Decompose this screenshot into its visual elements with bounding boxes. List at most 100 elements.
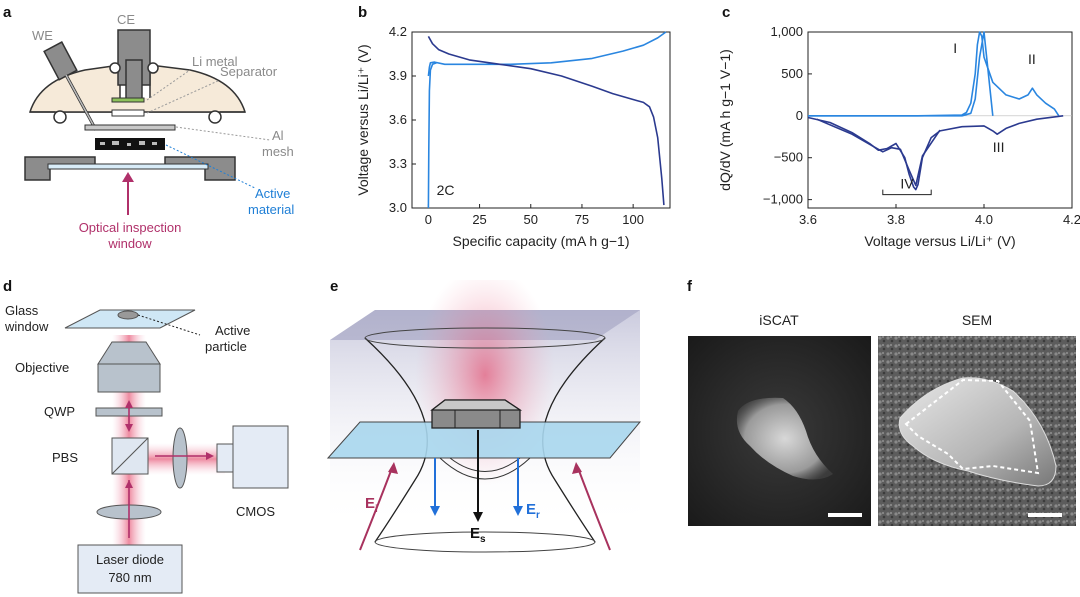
li-metal-label: Li metal [192,54,238,69]
y-tick-label: 4.2 [389,24,407,39]
scattering-diagram: Ei Es Er [326,280,642,553]
peak-label: III [993,139,1005,155]
peak-label: I [953,40,957,56]
panel-label-b: b [358,4,368,21]
peak-label: II [1028,51,1036,67]
y-tick-label: −500 [774,150,803,165]
plot-frame [807,31,1073,209]
cmos-camera [232,425,289,489]
iscat-image [688,336,871,526]
series-line-0 [808,31,1060,117]
objective-lens [97,341,161,365]
cell-base [55,98,220,112]
active-label: Active [255,186,290,201]
wavelength-label: 780 nm [108,570,151,585]
qwp-label: QWP [44,404,75,419]
focused-beam-outline [364,337,428,543]
x-axis-label: Voltage versus Li/Li⁺ (V) [864,233,1015,249]
incident-field-path [359,467,393,551]
sem-title: SEM [961,312,993,328]
y-tick-label: 3.3 [389,156,407,171]
panel-label-e: e [330,278,339,295]
peak-label: IV [900,176,914,192]
wheel-right [208,110,222,124]
li-metal-layer [111,97,145,103]
series-line-0 [427,31,667,77]
panel-label-c: c [722,4,731,21]
er-label: Er [526,501,540,521]
sem-particle [898,377,1057,487]
x-tick-label: 3.8 [887,212,905,227]
series-line-2 [807,115,1064,191]
cell-schematic: WE CE Li metal Separator Al mesh Active … [24,12,294,251]
x-axis-label: Specific capacity (mA h g−1) [452,233,629,249]
panel-label-d: d [3,278,13,295]
sem-image [878,336,1076,526]
rate-annotation: 2C [437,182,455,198]
series-line-1 [808,31,994,117]
reflected-arrow-left-icon [430,506,440,516]
optical-setup: Glass window Active particle Objective Q… [4,303,289,594]
active-particle-label: Active [215,323,250,338]
x-tick-label: 50 [524,212,538,227]
es-label: Es [470,525,486,545]
scale-bar [828,513,862,517]
panel-label-a: a [3,4,12,21]
laser-label: Laser diode [96,552,164,567]
window-label: window [107,236,152,251]
panel-label-f: f [687,278,692,295]
mesh-label: mesh [262,144,294,159]
ce-label: CE [117,12,135,27]
ei-label: Ei [365,495,378,515]
al-label: Al [272,128,284,143]
peak-bracket [882,189,932,196]
reflected-arrow-right-icon [513,506,523,516]
separator-label: Separator [220,64,278,79]
optical-glass [47,163,209,170]
cmos-label: CMOS [236,504,275,519]
optical-label: Optical inspection [79,220,182,235]
y-tick-label: 0 [796,108,803,123]
particle-outline [904,378,1040,475]
y-tick-label: −1,000 [763,192,803,207]
right-arrow-icon [206,452,214,460]
series-line-3 [816,118,941,187]
x-tick-label: 4.0 [975,212,993,227]
up-arrow-icon [125,480,133,488]
dqdv-chart: 3.6 3.8 4.0 4.2 −1,000 −500 0 500 1,000 Voltage v… [717,24,1080,249]
objective-label: Objective [15,360,69,375]
series-line-1 [427,36,665,206]
y-axis-label: dQ/dV (mA h g−1 V−1) [717,49,733,191]
tube-lens [172,427,188,489]
wheel-left [53,110,67,124]
x-tick-label: 3.6 [799,212,817,227]
scattered-arrow-icon [473,512,483,522]
separator-layer [111,109,145,117]
material-label: material [248,202,294,217]
voltage-capacity-chart: 0 25 50 75 100 3.0 3.3 3.6 3.9 4.2 Specific capaci… [355,24,671,249]
al-mesh-layer [84,124,176,131]
x-tick-label: 75 [575,212,589,227]
x-tick-label: 25 [472,212,486,227]
iscat-title: iSCAT [759,312,799,328]
window-label: window [4,319,49,334]
x-tick-label: 4.2 [1063,212,1080,227]
glass-plane [326,421,642,459]
x-tick-label: 0 [425,212,432,227]
series-line-2 [427,62,437,209]
pbs-label: PBS [52,450,78,465]
iscat-particle [736,397,833,480]
laser-diode [77,544,183,594]
we-electrode [43,41,98,131]
y-tick-label: 3.0 [389,200,407,215]
optical-arrow-icon [122,172,134,182]
y-axis-label: Voltage versus Li/Li⁺ (V) [355,44,371,195]
we-label: WE [32,28,53,43]
x-tick-label: 100 [622,212,644,227]
y-tick-label: 1,000 [770,24,803,39]
y-tick-label: 500 [781,66,803,81]
scale-bar [1028,513,1062,517]
glass-label: Glass [5,303,39,318]
particle-label: particle [205,339,247,354]
y-tick-label: 3.6 [389,112,407,127]
